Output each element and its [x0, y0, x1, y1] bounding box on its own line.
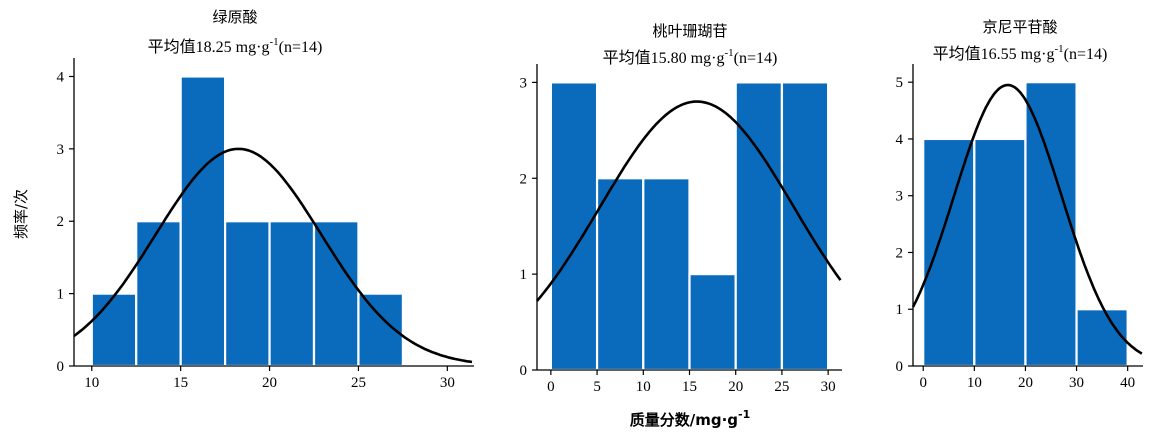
- subtitle-mean: 平均值16.55 mg·g: [933, 45, 1055, 63]
- y-tick-label: 2: [520, 171, 528, 187]
- histogram-bar: [688, 273, 737, 372]
- chart-title: 桃叶珊瑚苷: [652, 22, 727, 40]
- x-tick-label: 10: [967, 375, 982, 391]
- subtitle-n: (n=14): [279, 39, 323, 56]
- subtitle-sup: -1: [724, 47, 733, 59]
- y-tick-label: 0: [520, 363, 528, 379]
- chart-title: 绿原酸: [212, 8, 257, 26]
- x-tick-label: 5: [593, 379, 601, 395]
- y-tick-label: 0: [57, 359, 65, 375]
- chart-subtitle: 平均值18.25 mg·g-1(n=14): [148, 36, 323, 56]
- histogram-bar: [1024, 81, 1078, 368]
- x-tick-label: 0: [919, 375, 927, 391]
- subtitle-sup: -1: [1054, 43, 1063, 55]
- x-tick-label: 15: [173, 375, 188, 391]
- x-tick-label: 20: [728, 379, 743, 395]
- x-tick-label: 20: [1018, 375, 1033, 391]
- histogram-bar: [734, 81, 784, 372]
- x-tick-label: 20: [262, 375, 277, 391]
- x-tick-label: 30: [821, 379, 836, 395]
- normal-curve: [536, 100, 842, 302]
- subtitle-mean: 平均值18.25 mg·g: [148, 38, 270, 56]
- y-tick-label: 4: [896, 132, 904, 148]
- x-tick-label: 15: [682, 379, 697, 395]
- histogram-bar: [90, 292, 138, 368]
- x-tick-label: 10: [84, 375, 99, 391]
- y-tick-label: 1: [520, 267, 528, 283]
- x-tick-label: 40: [1120, 375, 1135, 391]
- normal-curve: [73, 147, 473, 364]
- y-tick-label: 0: [896, 359, 904, 375]
- histogram-bar: [973, 137, 1027, 368]
- subtitle-n: (n=14): [734, 50, 778, 67]
- x-tick-label: 25: [774, 379, 789, 395]
- histogram-bar: [179, 75, 227, 368]
- x-axis-label: 质量分数/mg·g-1: [630, 408, 751, 429]
- y-tick-label: 5: [896, 75, 904, 91]
- subtitle-n: (n=14): [1064, 46, 1108, 63]
- histogram-bar: [595, 177, 645, 372]
- chart-subtitle: 平均值16.55 mg·g-1(n=14): [933, 43, 1108, 63]
- y-tick-label: 3: [520, 75, 528, 91]
- y-axis-label: 频率/次: [12, 189, 30, 239]
- y-tick-label: 4: [57, 69, 65, 85]
- y-tick-label: 3: [896, 189, 904, 205]
- chart-title: 京尼平苷酸: [982, 18, 1057, 36]
- x-tick-label: 0: [547, 379, 555, 395]
- histogram-bar: [549, 81, 599, 372]
- histogram-bar: [268, 220, 316, 368]
- x-tick-label: 30: [440, 375, 455, 391]
- chart-subtitle: 平均值15.80 mg·g-1(n=14): [603, 47, 778, 67]
- histogram-bar: [224, 220, 271, 368]
- y-tick-label: 1: [57, 287, 65, 303]
- histogram-bar: [312, 220, 360, 368]
- histogram-bar: [135, 220, 182, 368]
- x-tick-label: 30: [1069, 375, 1084, 391]
- y-tick-label: 1: [896, 302, 904, 318]
- x-tick-label: 25: [351, 375, 366, 391]
- y-tick-label: 2: [896, 245, 904, 261]
- histogram-bar: [922, 137, 976, 368]
- histogram-bar: [642, 177, 691, 372]
- x-axis-label-main: 质量分数/mg·g: [630, 411, 738, 429]
- y-tick-label: 2: [57, 214, 65, 230]
- x-tick-label: 10: [636, 379, 651, 395]
- histogram-bar: [1075, 308, 1129, 368]
- y-tick-label: 3: [57, 142, 65, 158]
- x-axis-label-sup: -1: [738, 408, 750, 421]
- subtitle-sup: -1: [269, 36, 278, 48]
- subtitle-mean: 平均值15.80 mg·g: [603, 49, 725, 67]
- normal-curve: [911, 83, 1143, 355]
